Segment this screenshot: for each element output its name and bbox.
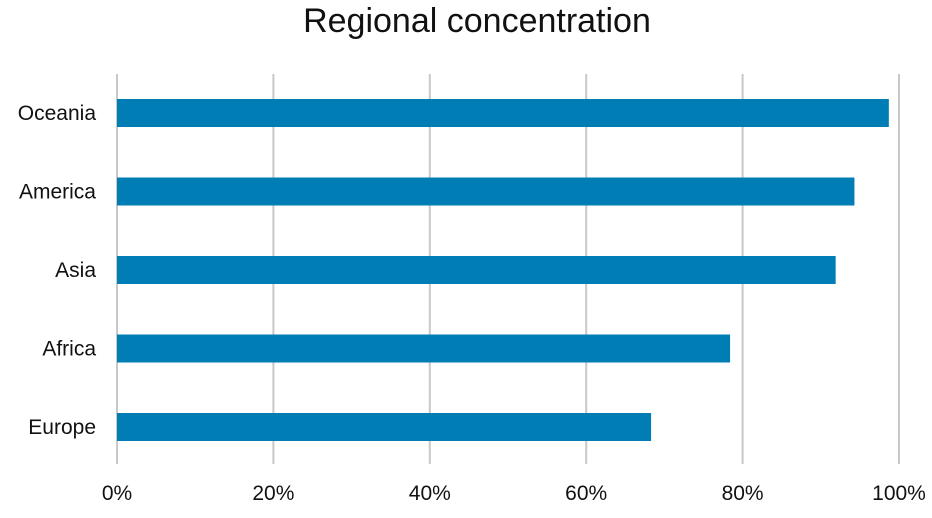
x-tick-label: 40% [409,482,451,505]
chart-title: Regional concentration [303,2,651,40]
category-label-america: America [19,181,96,204]
x-tick-label: 100% [872,482,926,505]
category-labels: Oceania America Asia Africa Europe [18,102,97,439]
bars [117,99,889,441]
x-tick-label: 60% [565,482,607,505]
x-tick-label: 0% [102,482,132,505]
bar-africa [117,334,731,363]
x-tick-label: 80% [722,482,764,505]
bar-america [117,177,855,206]
category-label-europe: Europe [28,416,96,439]
category-label-oceania: Oceania [18,102,97,125]
category-label-africa: Africa [42,338,96,361]
bar-oceania [117,99,889,127]
bar-europe [117,413,652,441]
bar-asia [117,256,836,284]
category-label-asia: Asia [55,259,96,282]
x-tick-labels: 0% 20% 40% 60% 80% 100% [102,482,926,505]
x-tick-label: 20% [252,482,294,505]
